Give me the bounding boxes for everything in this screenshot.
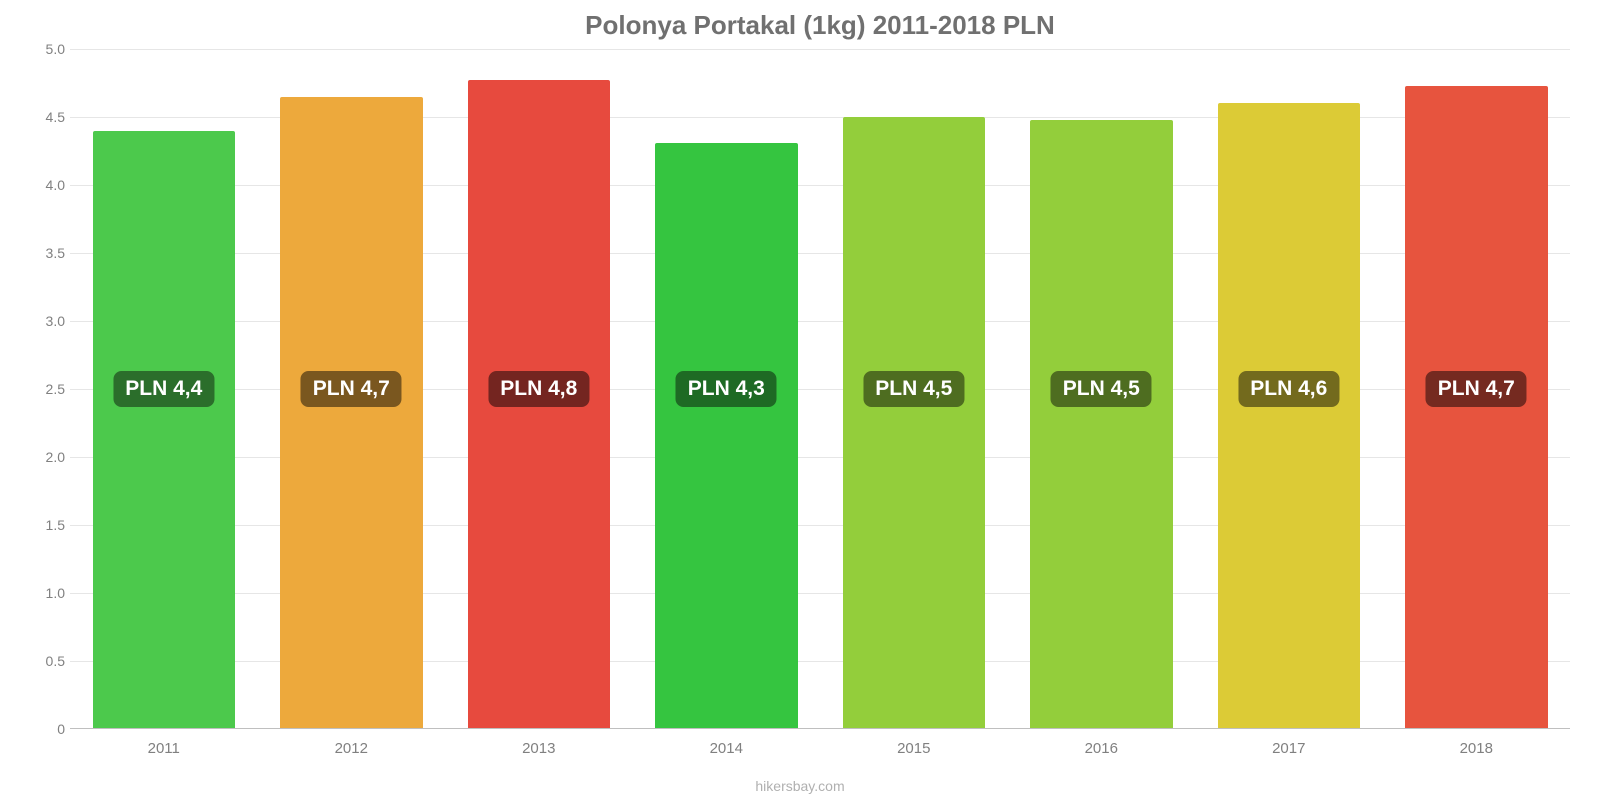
y-tick-label: 3.5 <box>20 245 65 261</box>
y-tick-label: 3.0 <box>20 313 65 329</box>
bar <box>1405 86 1548 729</box>
plot-area: 00.51.01.52.02.53.03.54.04.55.0 PLN 4,4P… <box>70 49 1570 729</box>
y-tick-label: 1.0 <box>20 585 65 601</box>
bar-slot: PLN 4,8 <box>445 49 633 729</box>
bar-value-label: PLN 4,7 <box>301 371 402 407</box>
bars-container: PLN 4,4 PLN 4,7 PLN 4,8 PLN 4,3 PLN 4,5 PLN 4… <box>70 49 1570 729</box>
y-tick-label: 4.5 <box>20 109 65 125</box>
x-tick-label: 2015 <box>820 740 1008 757</box>
chart-footer: hikersbay.com <box>0 778 1600 794</box>
bar <box>843 117 986 729</box>
y-tick-label: 4.0 <box>20 177 65 193</box>
bar-slot: PLN 4,5 <box>820 49 1008 729</box>
x-tick-label: 2011 <box>70 740 258 757</box>
price-bar-chart: Polonya Portakal (1kg) 2011-2018 PLN 00.… <box>0 0 1600 800</box>
x-tick-label: 2017 <box>1195 740 1383 757</box>
x-tick-label: 2018 <box>1383 740 1571 757</box>
x-axis-line <box>70 728 1570 729</box>
bar-slot: PLN 4,6 <box>1195 49 1383 729</box>
y-tick-label: 5.0 <box>20 41 65 57</box>
bar-value-label: PLN 4,5 <box>863 371 964 407</box>
bar-value-label: PLN 4,5 <box>1051 371 1152 407</box>
bar-slot: PLN 4,4 <box>70 49 258 729</box>
x-tick-label: 2016 <box>1008 740 1196 757</box>
chart-title: Polonya Portakal (1kg) 2011-2018 PLN <box>70 10 1570 41</box>
bar-slot: PLN 4,5 <box>1008 49 1196 729</box>
bar-slot: PLN 4,7 <box>1383 49 1571 729</box>
y-tick-label: 1.5 <box>20 517 65 533</box>
bar-value-label: PLN 4,6 <box>1238 371 1339 407</box>
bar <box>1030 120 1173 729</box>
y-tick-label: 0.5 <box>20 653 65 669</box>
bar <box>655 143 798 729</box>
bar-slot: PLN 4,3 <box>633 49 821 729</box>
bar-value-label: PLN 4,7 <box>1426 371 1527 407</box>
x-tick-label: 2012 <box>258 740 446 757</box>
y-axis: 00.51.01.52.02.53.03.54.04.55.0 <box>20 49 65 729</box>
y-tick-label: 0 <box>20 721 65 737</box>
bar <box>280 97 423 729</box>
bar-value-label: PLN 4,3 <box>676 371 777 407</box>
bar <box>93 131 236 729</box>
y-tick-label: 2.5 <box>20 381 65 397</box>
y-tick-label: 2.0 <box>20 449 65 465</box>
bar <box>1218 103 1361 729</box>
x-tick-label: 2013 <box>445 740 633 757</box>
bar-value-label: PLN 4,4 <box>113 371 214 407</box>
x-tick-label: 2014 <box>633 740 821 757</box>
x-axis-labels: 20112012201320142015201620172018 <box>70 740 1570 757</box>
bar-value-label: PLN 4,8 <box>488 371 589 407</box>
bar-slot: PLN 4,7 <box>258 49 446 729</box>
